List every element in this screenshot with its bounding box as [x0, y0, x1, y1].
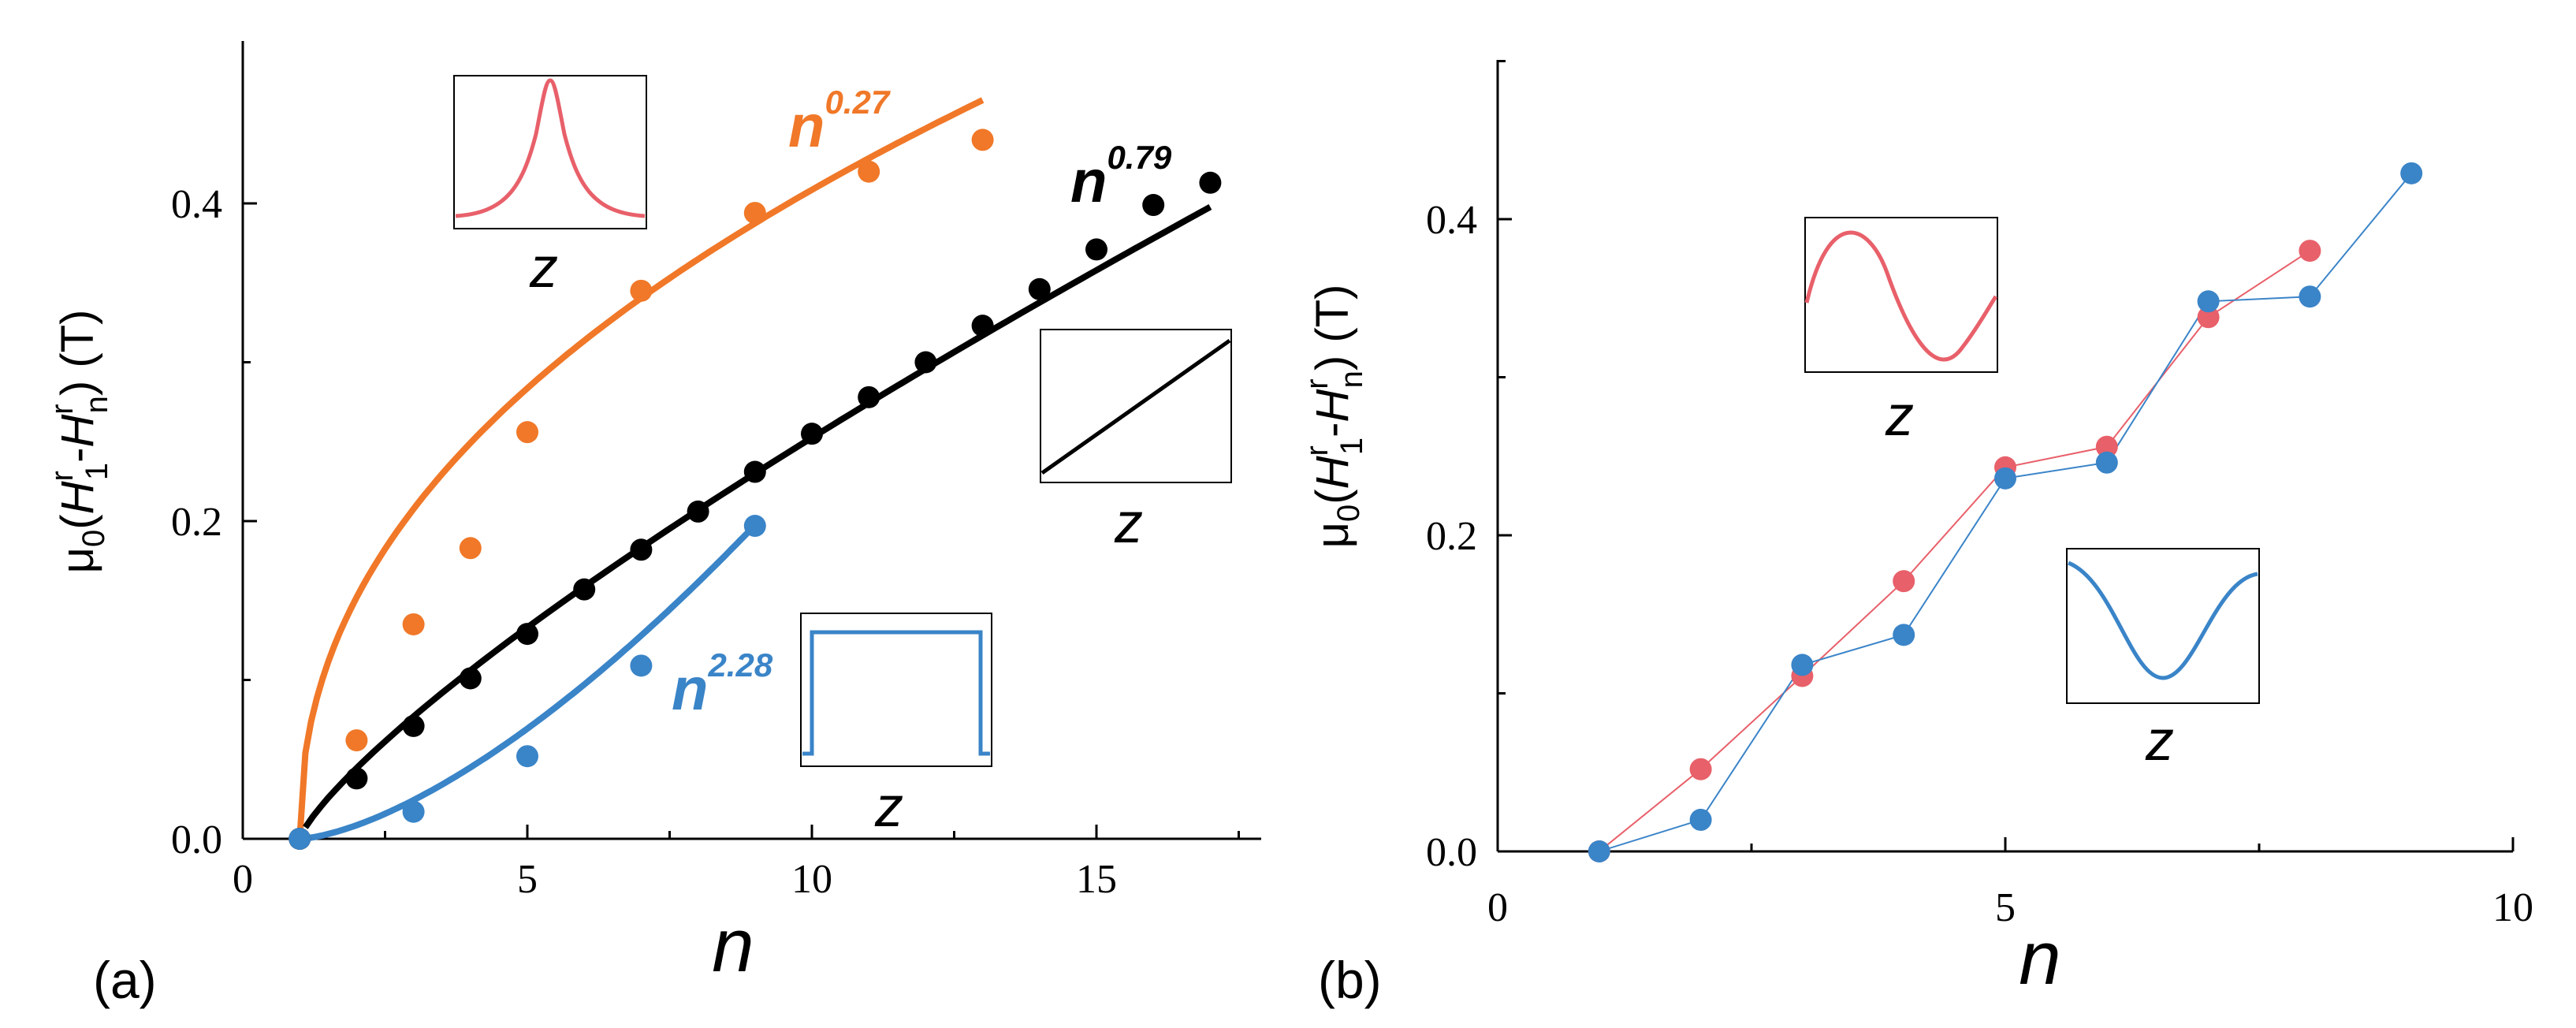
blue-data-point [1791, 654, 1814, 676]
inset-sine-label: z [1885, 385, 1914, 448]
panel-a-x-axis-label: n [712, 903, 754, 988]
inset-cosine-curve [2068, 561, 2258, 680]
panel-b-y-tick-label-0.2: 0.2 [1426, 514, 1477, 559]
blue-data-point [1588, 840, 1610, 862]
orange-data-point [971, 128, 994, 151]
black-data-point [743, 460, 766, 483]
panel-a-ticks [241, 202, 1240, 840]
panel-a-data-points [288, 128, 1222, 850]
panel-b-y-tick-label-0.4: 0.4 [1426, 198, 1477, 243]
panel-a-y-tick-label-0.0: 0.0 [171, 818, 222, 862]
black-fit-label: n0.79 [1070, 139, 1172, 215]
blue-data-point [288, 828, 311, 850]
inset-flat-curve [802, 630, 990, 756]
orange-data-point [402, 613, 425, 635]
orange-data-point [743, 202, 766, 225]
panel-a-x-tick-label-0: 0 [233, 857, 253, 902]
blue-data-point [2197, 290, 2220, 313]
inset-cosine-dip: z [2066, 548, 2260, 773]
blue-data-point [516, 745, 538, 768]
panel-b-x-tick-label-5: 5 [1995, 885, 2016, 930]
red-data-point [1689, 758, 1712, 780]
orange-data-point [858, 160, 880, 183]
panel-b-data-points [1588, 162, 2423, 862]
inset-linear: z [1040, 329, 1232, 555]
inset-flat: z [800, 613, 992, 839]
panel-b-y-tick-label-0.0: 0.0 [1426, 830, 1477, 875]
blue-data-point [2299, 285, 2321, 308]
panel-a-y-tick-label-0.2: 0.2 [171, 500, 222, 545]
panel-b: 0 5 10 0.0 0.2 0.4 n μ0(Hr1-Hrn) (T) (b)… [1300, 60, 2533, 1009]
black-data-point [573, 578, 596, 601]
panel-a-x-tick-label-5: 5 [517, 857, 538, 902]
panel-b-label: (b) [1318, 951, 1382, 1009]
red-data-point [2299, 240, 2321, 263]
black-data-point [1142, 194, 1165, 217]
orange-data-point [345, 729, 368, 752]
inset-peak-frame [453, 75, 647, 229]
panel-b-y-axis-label: μ0(Hr1-Hrn) (T) [1300, 285, 1369, 549]
panel-a-y-axis-label: μ0(Hr1-Hrn) (T) [45, 310, 114, 574]
black-data-point [801, 423, 823, 445]
orange-fit-label: n0.27 [788, 84, 891, 160]
black-data-point [459, 667, 482, 690]
inset-linear-curve [1040, 338, 1231, 475]
orange-data-point [459, 537, 482, 560]
panel-b-x-tick-label-10: 10 [2492, 885, 2533, 930]
panel-b-x-tick-label-0: 0 [1487, 885, 1508, 930]
blue-data-point [743, 515, 766, 538]
black-data-point [1199, 171, 1222, 194]
panel-a-y-tick-label-0.4: 0.4 [171, 182, 222, 227]
black-data-point [345, 767, 368, 790]
black-data-point [971, 315, 994, 337]
black-data-point [1085, 238, 1107, 261]
black-data-point [1028, 277, 1051, 300]
black-data-point [402, 714, 425, 737]
inset-sine: z [1804, 217, 1998, 448]
red-series-line [1599, 250, 2310, 852]
blue-data-point [2400, 162, 2423, 184]
panel-b-ticks [1496, 60, 2515, 853]
inset-peak-label: z [529, 237, 558, 300]
black-data-point [687, 500, 709, 523]
panel-a-x-tick-label-15: 15 [1076, 857, 1117, 902]
red-data-point [2095, 435, 2118, 458]
blue-data-point [1689, 808, 1712, 831]
inset-peak-curve [455, 78, 646, 218]
inset-flat-frame [800, 613, 992, 767]
orange-data-point [516, 421, 538, 444]
panel-a: 0 5 10 15 0.0 0.2 0.4 n μ0(Hr1-Hrn) (T) … [45, 41, 1261, 1009]
red-data-point [1893, 570, 1915, 593]
panel-b-series-lines [1599, 173, 2412, 852]
panel-b-x-axis-label: n [2019, 916, 2060, 1000]
blue-fit-curve [299, 523, 758, 842]
blue-data-point [2095, 451, 2118, 474]
blue-fit-label: n2.28 [672, 646, 773, 723]
panel-a-axes [241, 41, 1261, 840]
blue-data-point [630, 654, 653, 677]
inset-cosine-frame [2066, 548, 2260, 704]
panel-b-axes [1496, 60, 2513, 853]
blue-data-point [1994, 467, 2016, 490]
black-data-point [516, 623, 538, 646]
black-data-point [914, 351, 937, 374]
inset-sine-curve [1804, 230, 1998, 362]
inset-flat-label: z [874, 776, 903, 839]
black-data-point [858, 386, 880, 408]
panel-a-label: (a) [93, 951, 157, 1009]
inset-peak: z [453, 75, 647, 300]
black-data-point [630, 538, 653, 561]
blue-data-point [1893, 624, 1915, 646]
blue-data-point [402, 800, 425, 823]
panel-a-x-tick-label-10: 10 [791, 857, 832, 902]
inset-linear-label: z [1114, 492, 1143, 555]
orange-data-point [630, 279, 653, 302]
red-data-point [2197, 306, 2220, 329]
inset-cosine-label: z [2145, 710, 2174, 773]
